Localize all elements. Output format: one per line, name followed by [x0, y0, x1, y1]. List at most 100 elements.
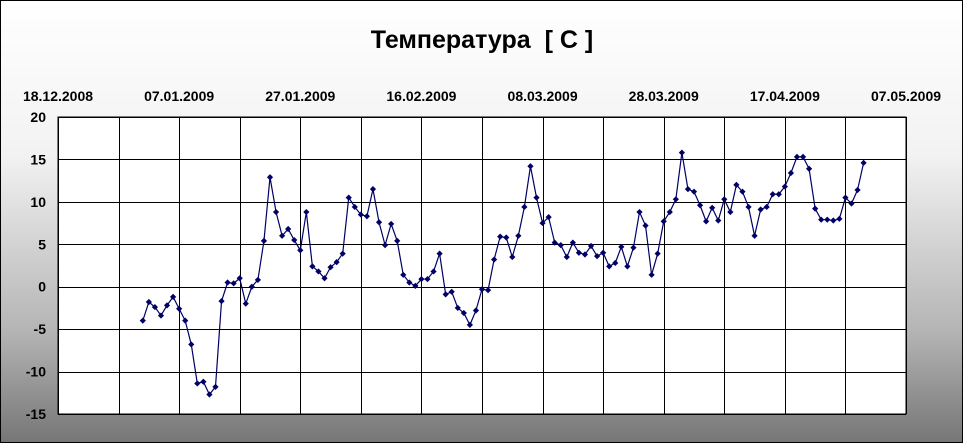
data-point — [830, 217, 837, 224]
data-point — [636, 208, 643, 216]
data-point — [454, 304, 461, 312]
data-point — [460, 309, 467, 317]
data-point — [285, 225, 292, 233]
data-point — [260, 237, 268, 244]
x-tick-labels: 18.12.2008 07.01.2009 27.01.2009 16.02.2009… — [23, 88, 941, 104]
data-point — [805, 165, 813, 172]
data-point — [388, 220, 395, 228]
data-point — [333, 259, 340, 266]
data-point — [266, 174, 274, 181]
data-point — [618, 243, 625, 250]
data-point — [212, 383, 219, 390]
data-point — [666, 208, 673, 216]
data-point — [236, 275, 243, 282]
data-point — [491, 256, 498, 263]
data-point — [218, 298, 225, 305]
data-point — [600, 249, 607, 256]
data-point — [545, 214, 552, 221]
data-point — [484, 287, 492, 294]
data-point — [581, 251, 589, 258]
data-point — [279, 232, 286, 239]
data-point — [533, 194, 540, 201]
data-point — [430, 268, 437, 275]
x-tick-label: 07.01.2009 — [144, 88, 214, 104]
data-point — [157, 312, 165, 319]
data-point — [200, 378, 207, 385]
data-point — [751, 232, 758, 239]
plot-border — [57, 116, 907, 415]
data-point — [442, 291, 449, 298]
data-point — [248, 283, 255, 290]
data-point — [799, 153, 807, 160]
data-point — [690, 188, 698, 195]
data-point — [642, 222, 649, 229]
data-point — [515, 232, 522, 239]
y-tick-label: 5 — [38, 236, 46, 252]
data-point — [527, 163, 534, 170]
y-tick-labels: 20 15 10 5 0 -5 -10 -15 — [26, 109, 46, 422]
data-point — [678, 149, 685, 156]
data-point — [624, 263, 631, 270]
x-tick-label: 17.04.2009 — [750, 88, 820, 104]
data-point — [648, 271, 655, 278]
data-point — [521, 203, 528, 211]
data-point — [824, 216, 831, 223]
data-point — [854, 186, 861, 194]
data-point — [757, 206, 764, 213]
data-point — [848, 200, 855, 207]
data-point — [569, 239, 576, 246]
data-point — [206, 391, 213, 398]
data-point — [727, 208, 734, 216]
data-point — [539, 219, 546, 227]
x-tick-label: 18.12.2008 — [23, 88, 93, 104]
data-point — [297, 247, 304, 254]
data-point — [272, 208, 280, 216]
x-tick-label: 16.02.2009 — [386, 88, 456, 104]
data-point — [472, 307, 480, 314]
data-point — [309, 263, 316, 270]
data-point — [230, 280, 237, 287]
data-point — [709, 204, 716, 211]
y-tick-label: -15 — [26, 406, 46, 422]
data-point — [557, 242, 564, 249]
data-point — [497, 233, 504, 240]
data-point — [188, 341, 195, 348]
y-tick-label: -5 — [34, 321, 47, 337]
data-point — [224, 279, 231, 286]
data-point — [448, 288, 455, 295]
data-point — [478, 286, 486, 293]
data-point — [684, 186, 692, 193]
data-point — [369, 186, 377, 193]
chart-title: Температура [ C ] — [371, 26, 593, 54]
data-point — [182, 317, 189, 324]
data-point — [612, 259, 619, 267]
y-tick-label: 15 — [30, 151, 46, 167]
data-point — [509, 253, 516, 261]
data-point — [563, 253, 570, 261]
data-point — [194, 380, 201, 387]
data-point — [739, 188, 746, 195]
data-point — [763, 203, 770, 211]
data-point — [860, 159, 867, 166]
data-point — [793, 153, 801, 160]
y-tick-label: 0 — [38, 279, 46, 295]
data-point — [418, 275, 425, 283]
data-point — [818, 216, 825, 223]
data-point — [842, 194, 849, 201]
data-point — [503, 234, 510, 241]
data-point — [654, 250, 661, 257]
data-point — [593, 253, 601, 260]
data-point — [321, 275, 328, 282]
data-point — [254, 276, 261, 284]
data-point — [381, 242, 389, 249]
data-point — [351, 203, 358, 211]
series-points — [139, 149, 867, 398]
data-point — [696, 202, 704, 209]
data-point — [345, 194, 352, 201]
data-point — [394, 237, 401, 244]
x-tick-label: 07.05.2009 — [871, 88, 941, 104]
data-point — [715, 217, 722, 224]
data-point — [436, 250, 443, 257]
data-point — [315, 268, 322, 275]
